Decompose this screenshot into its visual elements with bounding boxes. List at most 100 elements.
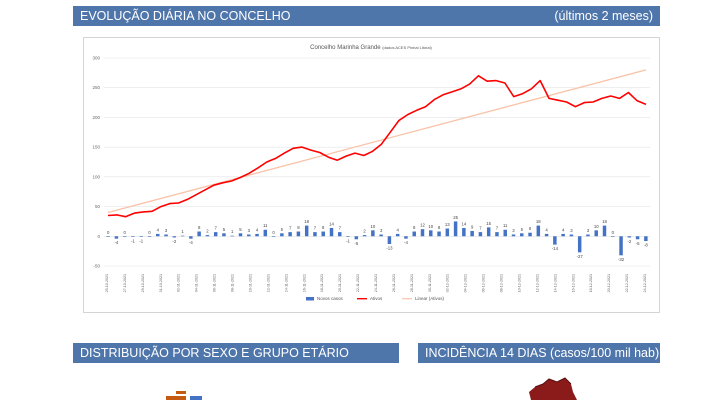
bar-data-label: 7 <box>479 226 482 231</box>
chart-container: Concelho Marinha Grande (dados ACES Pinh… <box>83 37 660 313</box>
bar-data-label: -4 <box>114 240 118 245</box>
new-cases-bar <box>354 236 359 240</box>
new-cases-bar <box>172 236 177 238</box>
x-tick-label: 14-12-2021 <box>553 274 557 292</box>
bar-data-label: 10 <box>594 224 599 229</box>
new-cases-bar <box>280 233 284 237</box>
new-cases-bar <box>371 230 375 237</box>
y-tick-label: 50 <box>95 204 101 209</box>
new-cases-bar <box>429 230 433 237</box>
new-cases-bar <box>222 233 226 237</box>
new-cases-bar <box>453 221 458 237</box>
bar-data-label: -4 <box>404 240 408 245</box>
bar-data-label: 15 <box>486 221 491 226</box>
sex-age-title: DISTRIBUIÇÃO POR SEXO E GRUPO ETÁRIO <box>80 346 349 360</box>
chart-subtitle: (dados ACES Pinhal Litoral) <box>382 45 432 50</box>
new-cases-bar <box>296 231 301 237</box>
bar-data-label: 4 <box>545 227 548 232</box>
municipality-shape <box>529 378 577 400</box>
legend-trend-label: Linear (Ativos) <box>415 296 445 301</box>
new-cases-bar <box>586 234 590 237</box>
x-tick-label: 29-10-2021 <box>141 274 145 292</box>
bar-data-label: 2 <box>363 229 366 234</box>
pyramid-bar <box>166 396 186 400</box>
bar-data-label: 0 <box>148 230 151 235</box>
x-tick-label: 24-12-2021 <box>643 274 647 292</box>
x-tick-label: 18-11-2021 <box>320 274 324 292</box>
new-cases-bar <box>553 236 557 245</box>
new-cases-bar <box>180 235 185 237</box>
y-tick-label: -50 <box>93 264 100 269</box>
bar-data-label: 18 <box>536 219 541 224</box>
new-cases-bar <box>338 232 342 237</box>
legend-bar-label: Novos casos <box>317 296 344 301</box>
bar-data-label: -5 <box>636 241 640 246</box>
bar-data-label: 1 <box>231 229 234 234</box>
bar-data-label: 4 <box>157 227 160 232</box>
x-tick-label: 31-10-2021 <box>159 274 163 292</box>
x-tick-label: 08-12-2021 <box>500 274 504 292</box>
new-cases-bar <box>114 236 119 239</box>
x-tick-label: 14-11-2021 <box>284 274 288 292</box>
chart-title: Concelho Marinha Grande (dados ACES Pinh… <box>310 45 432 51</box>
new-cases-bar <box>503 229 507 237</box>
new-cases-bar <box>213 232 218 237</box>
new-cases-bar <box>495 232 499 237</box>
bar-data-label: 0 <box>612 230 615 235</box>
x-tick-label: 04-12-2021 <box>464 274 468 292</box>
y-tick-label: 0 <box>97 234 100 239</box>
bar-data-label: 12 <box>420 223 425 228</box>
x-tick-label: 12-12-2021 <box>535 274 539 292</box>
x-tick-label: 16-12-2021 <box>571 274 575 292</box>
new-cases-bar <box>313 232 317 237</box>
x-tick-label: 06-12-2021 <box>482 274 486 292</box>
new-cases-bar <box>247 234 251 237</box>
bar-data-label: 8 <box>413 225 416 230</box>
new-cases-bar <box>437 231 441 237</box>
bar-data-label: 3 <box>570 228 573 233</box>
new-cases-bar <box>395 233 400 237</box>
bar-data-label: 14 <box>329 221 334 226</box>
bar-data-label: 0 <box>123 230 126 235</box>
new-cases-bar <box>635 236 640 240</box>
x-tick-label: 04-11-2021 <box>195 274 199 292</box>
new-cases-bar <box>602 225 607 237</box>
bar-data-label: -32 <box>618 257 625 262</box>
new-cases-bar <box>644 236 648 242</box>
bar-data-label: -2 <box>172 239 176 244</box>
bar-data-label: 8 <box>198 225 201 230</box>
legend-bar-swatch <box>306 297 314 301</box>
legend-line-label: Ativos <box>370 296 383 301</box>
new-cases-bar <box>486 227 491 237</box>
x-tick-label: 24-11-2021 <box>374 274 378 292</box>
x-tick-label: 20-12-2021 <box>607 274 611 292</box>
new-cases-bar <box>577 236 582 253</box>
new-cases-bar <box>164 234 168 237</box>
new-cases-bar <box>627 236 632 238</box>
new-cases-bar <box>520 233 524 237</box>
y-tick-label: 150 <box>92 145 100 150</box>
bar-data-label: 3 <box>248 228 251 233</box>
bar-data-label: 5 <box>239 227 242 232</box>
bar-data-label: -4 <box>189 240 193 245</box>
x-tick-label: 22-12-2021 <box>625 274 629 292</box>
new-cases-bar <box>205 235 210 237</box>
bar-data-label: 25 <box>453 215 458 220</box>
pyramid-bar <box>176 391 186 394</box>
new-cases-bar <box>321 231 325 237</box>
new-cases-bar <box>156 233 160 237</box>
bar-data-label: 5 <box>521 227 524 232</box>
x-tick-label: 18-12-2021 <box>589 274 593 292</box>
bar-data-label: 18 <box>602 219 607 224</box>
x-tick-label: 28-11-2021 <box>410 274 414 292</box>
new-cases-bar <box>387 236 392 245</box>
new-cases-bar <box>255 233 259 237</box>
bar-data-label: 6 <box>529 226 532 231</box>
x-tick-label: 10-12-2021 <box>517 274 521 292</box>
bar-data-label: 0 <box>272 230 275 235</box>
new-cases-bar <box>197 231 201 237</box>
bar-data-label: -27 <box>577 254 584 259</box>
x-tick-label: 20-11-2021 <box>338 274 342 292</box>
new-cases-bar <box>462 227 466 237</box>
new-cases-bar <box>404 236 408 239</box>
